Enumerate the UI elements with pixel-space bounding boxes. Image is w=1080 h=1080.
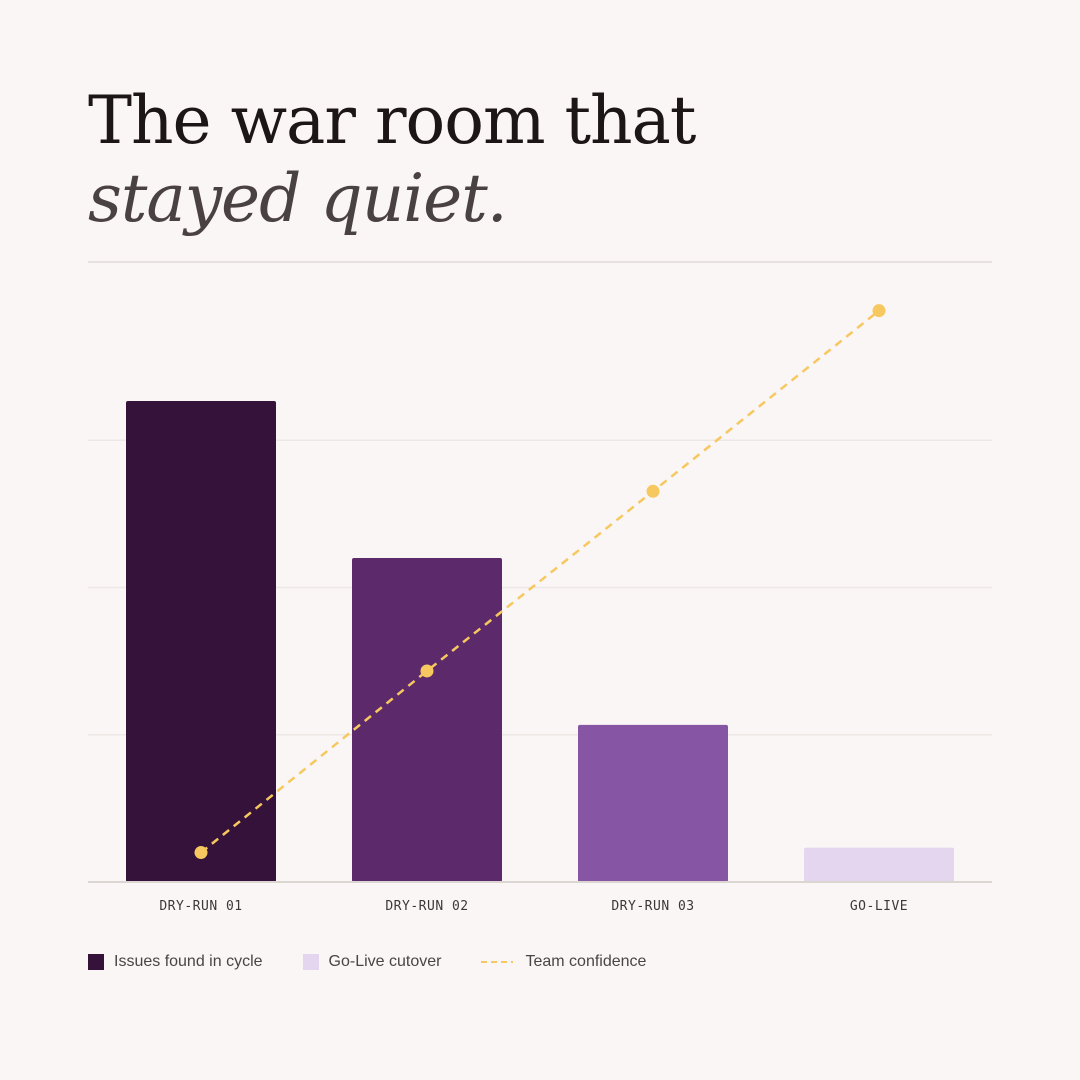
chart-title: The war room that stayed quiet. (88, 82, 696, 238)
confidence-point-go-live (872, 304, 886, 318)
legend-swatch-go-live (302, 954, 319, 970)
bar-dry-run 02 (352, 558, 502, 882)
x-tick-label: DRY-RUN 03 (611, 899, 694, 914)
bar-dry-run 01 (126, 400, 276, 882)
legend-item-issues: Issues found in cycle (88, 953, 263, 971)
confidence-point-dry-run 03 (646, 484, 660, 498)
bar-dry-run 03 (578, 724, 728, 882)
legend-swatch-issues (88, 954, 104, 970)
legend-label-issues: Issues found in cycle (114, 953, 263, 970)
title-line-1: The war room that (88, 82, 696, 159)
title-divider (88, 261, 992, 263)
x-tick-label: DRY-RUN 02 (385, 899, 468, 914)
legend-label-go-live: Go-Live cutover (328, 953, 442, 970)
chart-legend: Issues found in cycle Go-Live cutover Te… (88, 950, 686, 974)
confidence-line (200, 309, 880, 854)
title-line-2: stayed quiet. (88, 160, 508, 237)
confidence-point-dry-run 02 (420, 664, 434, 678)
x-tick-label: GO-LIVE (850, 899, 908, 914)
legend-item-confidence: Team confidence (481, 953, 646, 971)
confidence-point-dry-run 01 (194, 846, 208, 860)
bar-go-live (804, 847, 954, 882)
legend-swatch-confidence (481, 961, 514, 963)
legend-label-confidence: Team confidence (525, 953, 647, 970)
legend-item-go-live: Go-Live cutover (302, 953, 442, 971)
x-tick-label: DRY-RUN 01 (159, 899, 242, 914)
